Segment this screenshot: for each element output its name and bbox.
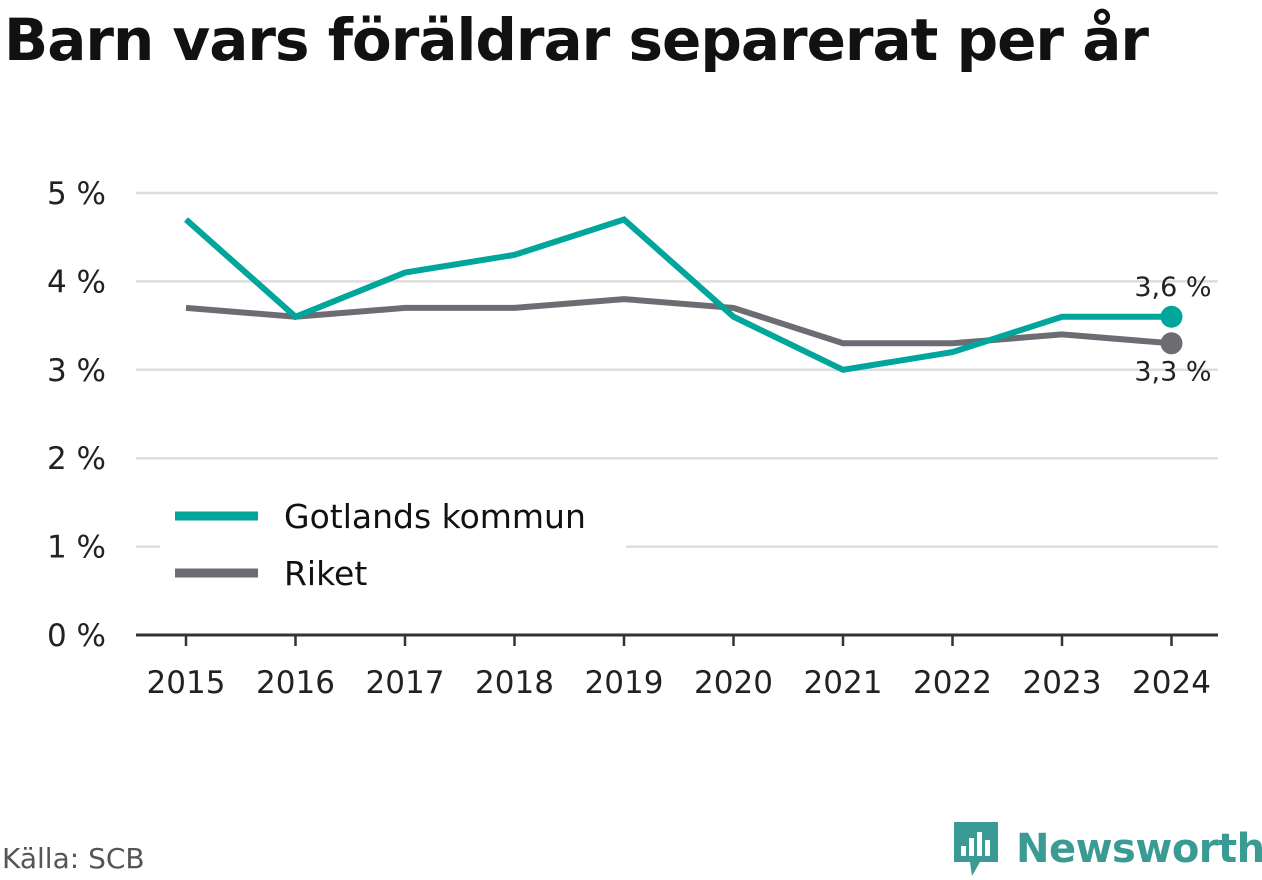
series-end-point [1160, 305, 1183, 328]
series-line [184, 216, 1172, 373]
y-tick-label: 1 % [47, 530, 106, 566]
x-tick-label: 2016 [256, 665, 335, 701]
y-tick-label: 0 % [47, 618, 106, 654]
end-label: 3,3 % [1134, 356, 1211, 387]
legend-background [160, 488, 626, 610]
x-tick-label: 2024 [1132, 665, 1211, 701]
end-labels: 3,6 % 3,3 % [1134, 272, 1211, 388]
x-tick-label: 2017 [366, 665, 445, 701]
x-tick-label: 2020 [694, 665, 773, 701]
x-tick-label: 2015 [147, 665, 226, 701]
chart-title: Barn vars föräldrar separerat per år [4, 6, 1149, 74]
series-lines [184, 216, 1183, 373]
y-tick-label: 2 % [47, 441, 106, 477]
y-axis-ticks: 0 % 1 % 2 % 3 % 4 % 5 % [47, 176, 106, 654]
brand-logo: Newsworthy [950, 818, 1262, 880]
legend: Gotlands kommun Riket [160, 488, 626, 610]
series-line [185, 296, 1172, 347]
newsworthy-logo-icon [954, 822, 998, 876]
legend-label: Riket [284, 554, 367, 593]
x-tick-label: 2018 [475, 665, 554, 701]
y-tick-label: 4 % [47, 264, 106, 300]
x-tick-label: 2019 [585, 665, 664, 701]
end-label: 3,6 % [1134, 272, 1211, 303]
legend-label: Gotlands kommun [284, 497, 586, 536]
x-axis: 2015 2016 2017 2018 2019 2020 2021 2022 2023 2024 [136, 633, 1218, 701]
x-tick-label: 2022 [913, 665, 992, 701]
y-tick-label: 5 % [47, 176, 106, 212]
series-end-point [1160, 332, 1183, 355]
x-tick-label: 2023 [1023, 665, 1102, 701]
source-note: Källa: SCB [2, 842, 145, 875]
y-tick-label: 3 % [47, 353, 106, 389]
x-tick-label: 2021 [804, 665, 883, 701]
brand-name: Newsworthy [1016, 826, 1262, 872]
